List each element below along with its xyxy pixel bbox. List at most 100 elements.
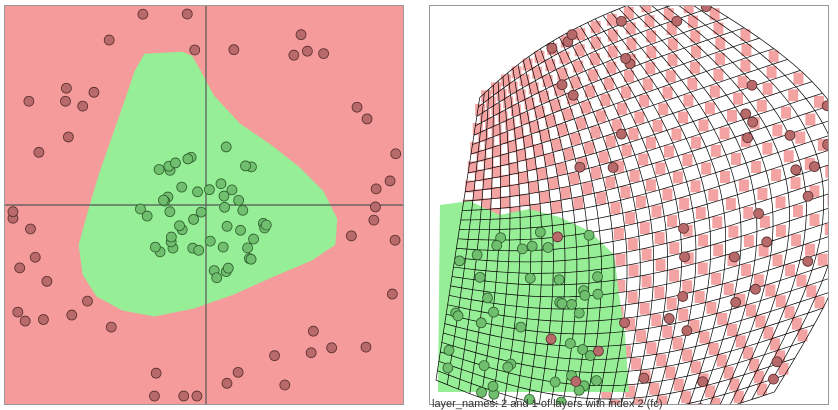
- negative-point: [191, 390, 203, 402]
- pink-cell: [533, 144, 544, 157]
- negative-point: [616, 15, 627, 27]
- positive-point: [565, 338, 576, 349]
- positive-point: [515, 321, 527, 333]
- negative-point: [88, 86, 100, 98]
- grid-line: [664, 6, 807, 404]
- pink-cell: [695, 207, 706, 220]
- negative-point: [742, 132, 753, 144]
- pink-cell: [573, 197, 584, 210]
- pink-cell: [500, 74, 511, 87]
- pink-cell: [770, 338, 781, 351]
- pink-cell: [491, 187, 502, 200]
- grid-line: [443, 307, 824, 360]
- pink-cell: [723, 283, 734, 296]
- pink-cell: [790, 177, 801, 190]
- pink-cell: [792, 205, 803, 218]
- positive-point: [222, 262, 234, 274]
- pink-cell: [513, 126, 524, 139]
- pink-cell: [613, 227, 624, 240]
- pink-cell: [806, 285, 817, 298]
- pink-cell: [725, 198, 736, 210]
- pink-cell: [605, 176, 616, 189]
- pink-cell: [775, 350, 786, 363]
- pink-cell: [713, 68, 724, 81]
- negative-point: [103, 34, 115, 46]
- pink-cell: [654, 286, 665, 299]
- pink-cell: [708, 189, 719, 202]
- pink-cell: [634, 111, 645, 124]
- pink-cell: [465, 180, 476, 193]
- positive-point: [452, 310, 464, 322]
- positive-point: [542, 242, 554, 253]
- pink-cell: [791, 317, 802, 330]
- pink-cell: [657, 395, 668, 404]
- pink-cell: [606, 13, 617, 26]
- pink-cell: [603, 77, 614, 90]
- pink-cell: [756, 383, 767, 396]
- pink-cell: [671, 128, 682, 141]
- pink-cell: [682, 280, 693, 293]
- pink-cell: [737, 76, 748, 88]
- pink-cell: [515, 89, 526, 102]
- pink-cell: [705, 385, 716, 398]
- negative-point: [368, 214, 380, 226]
- pink-cell: [793, 72, 804, 85]
- pink-cell: [673, 378, 684, 391]
- pink-cell: [759, 215, 770, 228]
- positive-point: [475, 317, 487, 329]
- pink-cell: [713, 244, 724, 257]
- positive-point: [182, 153, 194, 165]
- pink-cell: [788, 89, 799, 102]
- pink-cell: [570, 132, 581, 145]
- negative-point: [279, 379, 291, 391]
- negative-point: [137, 8, 149, 20]
- positive-point: [534, 226, 546, 238]
- pink-cell: [500, 175, 511, 188]
- negative-point: [63, 131, 74, 143]
- pink-cell: [740, 29, 751, 42]
- pink-cell: [623, 6, 634, 19]
- pink-cell: [629, 169, 640, 182]
- pink-cell: [628, 264, 639, 277]
- negative-point: [619, 317, 630, 329]
- pink-cell: [485, 116, 496, 129]
- pink-cell: [709, 85, 720, 98]
- pink-cell: [690, 361, 701, 374]
- pink-cell: [704, 102, 715, 115]
- pink-cell: [771, 169, 782, 182]
- pink-cell: [638, 153, 649, 166]
- pink-cell: [470, 142, 481, 155]
- pink-cell: [719, 127, 730, 140]
- pink-cell: [627, 291, 638, 304]
- negative-point: [740, 108, 752, 120]
- pink-cell: [756, 99, 767, 112]
- pink-cell: [507, 81, 518, 94]
- pink-cell: [753, 274, 764, 287]
- negative-point: [821, 100, 828, 112]
- negative-point: [802, 255, 814, 267]
- pink-cell: [762, 82, 773, 95]
- negative-point: [318, 48, 329, 59]
- positive-point: [553, 274, 565, 286]
- negative-point: [7, 206, 19, 218]
- grid-line: [678, 6, 825, 400]
- pink-cell: [539, 129, 550, 142]
- negative-point: [566, 29, 578, 41]
- positive-point: [141, 210, 153, 222]
- positive-point: [556, 298, 568, 309]
- pink-cell: [497, 110, 508, 123]
- input-space-plot: [5, 6, 403, 404]
- positive-point: [487, 380, 499, 392]
- pink-cell: [651, 205, 662, 218]
- pink-cell: [595, 110, 606, 123]
- negative-point: [60, 95, 71, 107]
- pink-cell: [534, 50, 545, 63]
- pink-cell: [610, 202, 621, 215]
- pink-cell: [667, 38, 678, 51]
- pink-cell: [711, 272, 722, 285]
- pink-cell: [538, 90, 549, 103]
- positive-point: [488, 306, 499, 318]
- positive-point: [203, 184, 215, 196]
- pink-cell: [526, 158, 537, 171]
- pink-cell: [785, 264, 796, 277]
